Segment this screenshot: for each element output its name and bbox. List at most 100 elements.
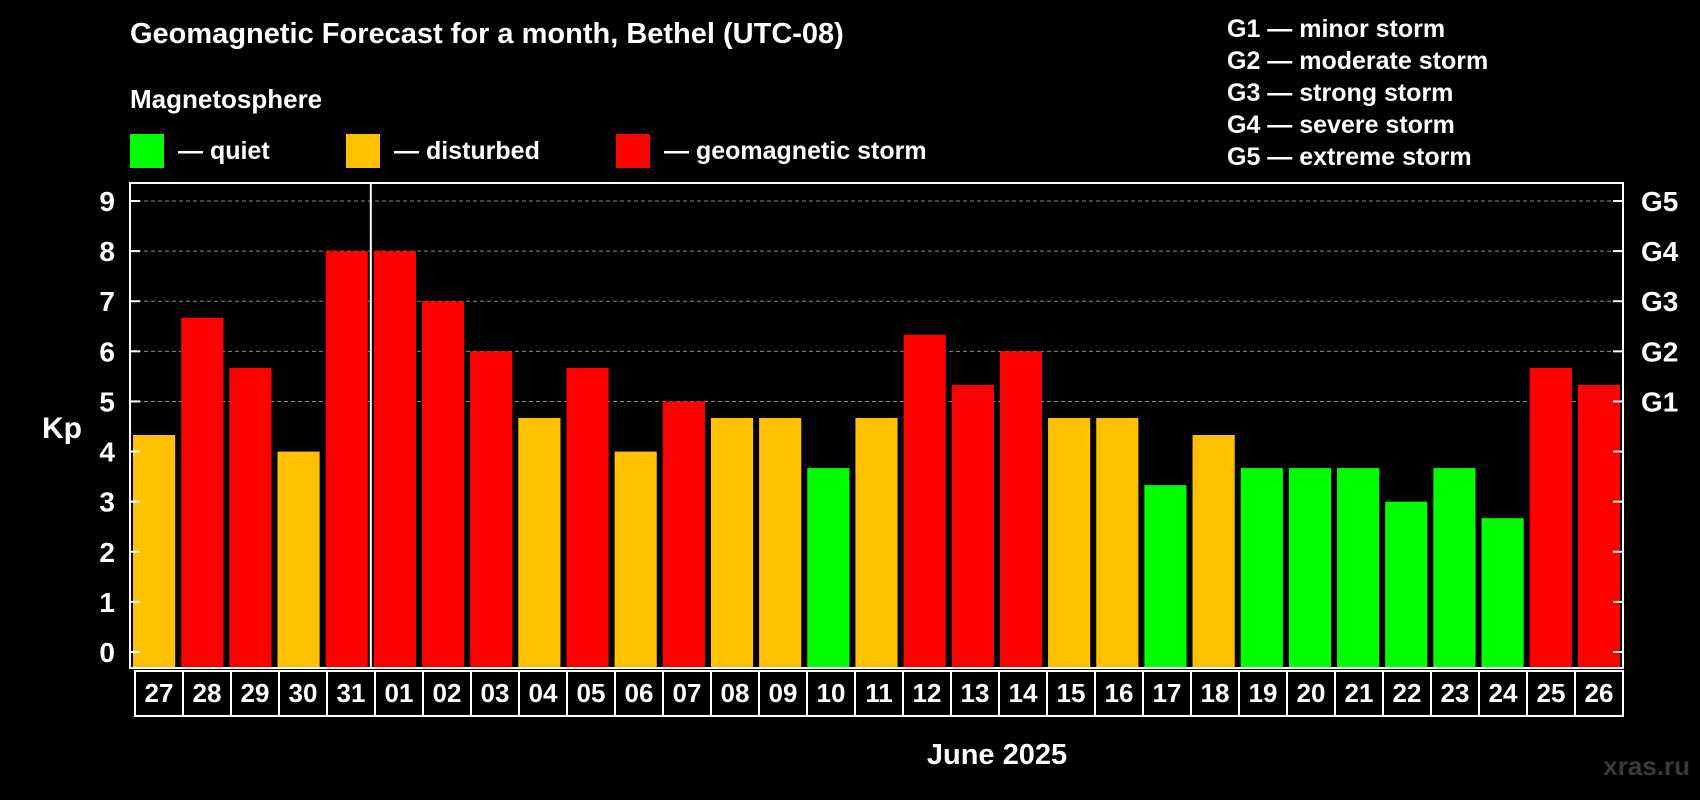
x-tick-label: 21 [1345,678,1374,708]
storm-level-g3: G3 — strong storm [1227,79,1454,107]
x-tick-label: 05 [577,678,606,708]
bar-21 [1337,468,1380,668]
bar-27 [133,435,176,668]
y-tick-label: 9 [99,186,115,217]
x-tick-label: 22 [1393,678,1422,708]
bar-07 [662,401,705,668]
bar-04 [518,417,561,668]
right-axis-label-g1: G1 [1641,386,1678,417]
x-label-box [134,670,1624,717]
x-tick-label: 24 [1489,678,1518,708]
x-tick-label: 10 [817,678,846,708]
x-tick-label: 09 [769,678,798,708]
bar-18 [1192,435,1235,668]
x-axis-label: June 2025 [927,739,1067,771]
x-tick-label: 13 [961,678,990,708]
x-tick-label: 18 [1201,678,1230,708]
x-tick-label: 07 [673,678,702,708]
y-tick-label: 6 [99,336,115,367]
bar-30 [277,451,320,668]
x-tick-label: 16 [1105,678,1134,708]
x-tick-label: 31 [337,678,366,708]
x-tick-label: 14 [1009,678,1038,708]
legend-swatch-storm [616,134,650,168]
legend-label-quiet: — quiet [178,136,270,165]
bar-25 [1529,367,1572,668]
bar-05 [566,367,609,668]
bar-10 [807,468,850,668]
x-tick-label: 29 [241,678,270,708]
bar-24 [1481,518,1524,668]
bar-17 [1144,485,1187,668]
bar-03 [470,351,513,668]
y-tick-label: 4 [99,437,115,468]
bar-01 [373,251,416,668]
x-tick-label: 02 [433,678,462,708]
x-tick-label: 30 [289,678,318,708]
bar-26 [1577,384,1620,668]
bar-15 [1048,417,1091,668]
bar-31 [325,251,368,668]
legend-item-disturbed: — disturbed [346,134,540,168]
y-tick-label: 8 [99,236,115,267]
y-tick-label: 2 [99,537,115,568]
bar-11 [855,417,898,668]
right-axis-label-g5: G5 [1641,186,1678,217]
y-tick-label: 3 [99,487,115,518]
bar-29 [229,367,272,668]
right-axis-label-g3: G3 [1641,286,1678,317]
chart-title: Geomagnetic Forecast for a month, Bethel… [130,18,844,50]
x-tick-label: 11 [865,678,893,708]
bar-23 [1433,468,1476,668]
y-tick-label: 7 [99,286,115,317]
watermark: xras.ru [1603,751,1690,781]
storm-level-g4: G4 — severe storm [1227,111,1455,139]
legend-swatch-quiet [130,134,164,168]
bar-12 [903,334,946,668]
x-tick-label: 12 [913,678,942,708]
x-tick-label: 23 [1441,678,1470,708]
x-tick-label: 06 [625,678,654,708]
storm-level-g2: G2 — moderate storm [1227,47,1489,75]
bar-20 [1288,468,1332,668]
legend-item-storm: — geomagnetic storm [616,134,927,168]
y-tick-label: 5 [99,386,115,417]
x-tick-label: 19 [1249,678,1278,708]
x-tick-label: 01 [385,678,414,708]
bar-14 [999,351,1043,668]
x-tick-label: 25 [1537,678,1566,708]
legend-label-disturbed: — disturbed [394,136,540,165]
legend-swatch-disturbed [346,134,380,168]
x-tick-label: 15 [1057,678,1086,708]
x-tick-label: 17 [1153,678,1182,708]
right-axis-label-g2: G2 [1641,336,1678,367]
x-tick-label: 20 [1297,678,1326,708]
bar-28 [181,317,224,668]
y-tick-label: 0 [99,637,115,668]
bar-13 [951,384,994,668]
right-axis-label-g4: G4 [1641,236,1679,267]
bar-02 [421,301,465,668]
legend-title: Magnetosphere [130,84,323,114]
x-tick-label: 28 [193,678,222,708]
bar-08 [710,417,754,668]
storm-level-legend: G1 — minor storm G2 — moderate storm G3 … [1227,13,1488,173]
legend-item-quiet: — quiet [130,134,270,168]
y-tick-label: 1 [99,587,115,618]
bar-16 [1096,417,1139,668]
y-axis-label: Kp [42,412,82,445]
bar-06 [614,451,657,668]
x-tick-label: 04 [529,678,558,708]
x-tick-label: 26 [1585,678,1614,708]
x-tick-label: 08 [721,678,750,708]
x-tick-label: 27 [145,678,174,708]
storm-level-g5: G5 — extreme storm [1227,143,1472,171]
x-tick-label: 03 [481,678,510,708]
plot-frame [129,182,1624,669]
bar-22 [1385,501,1428,668]
storm-level-g1: G1 — minor storm [1227,15,1446,43]
legend-label-storm: — geomagnetic storm [664,136,927,165]
bar-09 [759,417,802,668]
bar-19 [1240,468,1283,668]
